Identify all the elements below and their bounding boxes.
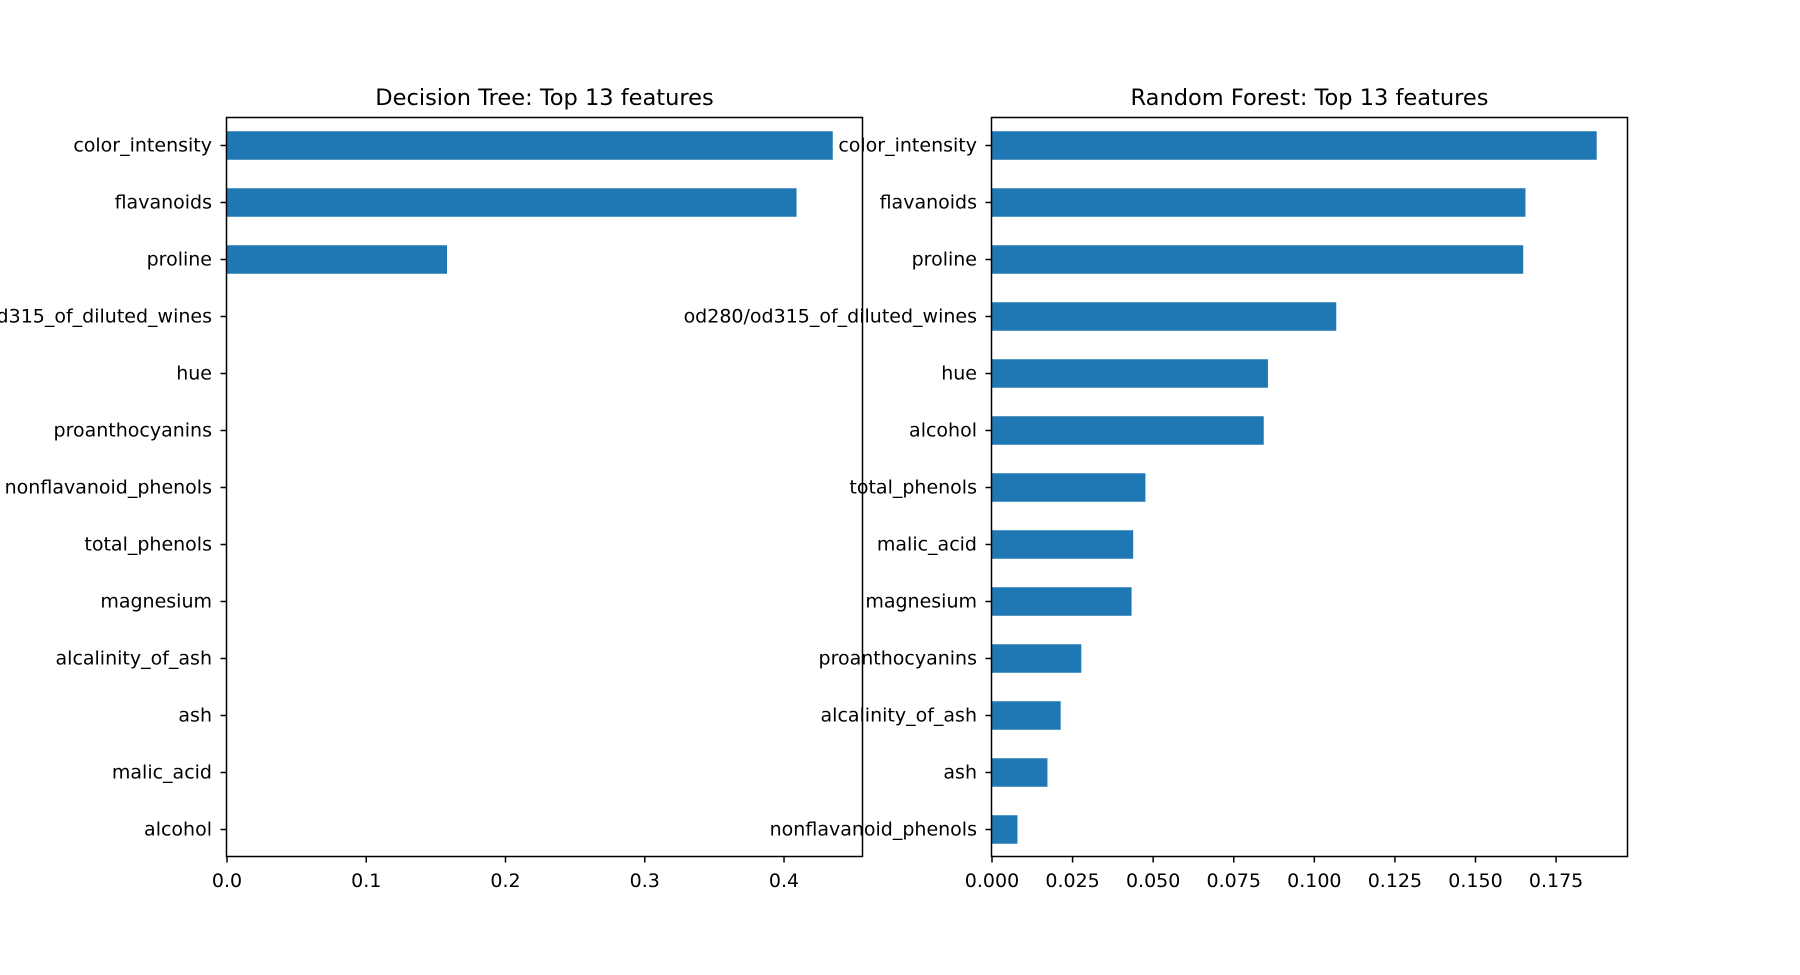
random-forest-xtick-label-5: 0.125 — [1368, 870, 1422, 892]
random-forest-bar-2 — [992, 245, 1524, 274]
random-forest-bar-11 — [992, 758, 1048, 787]
random-forest-xtick-label-1: 0.025 — [1045, 870, 1099, 892]
random-forest-bar-1 — [992, 188, 1526, 217]
random-forest-xtick-label-4: 0.100 — [1287, 870, 1341, 892]
decision-tree-bar-1 — [227, 188, 797, 217]
decision-tree-xtick-label-2: 0.2 — [490, 870, 520, 892]
decision-tree-ytick-label-7: total_phenols — [84, 534, 212, 556]
random-forest-bar-8 — [992, 587, 1132, 616]
random-forest-bars — [992, 131, 1597, 844]
decision-tree-ytick-label-9: alcalinity_of_ash — [56, 648, 212, 670]
random-forest-bar-6 — [992, 473, 1146, 502]
decision-tree-ytick-label-0: color_intensity — [73, 135, 212, 157]
random-forest-bar-10 — [992, 701, 1061, 730]
random-forest-axes-frame — [990, 116, 1629, 858]
random-forest-bar-12 — [992, 815, 1018, 844]
decision-tree-bars — [227, 131, 833, 274]
random-forest-bar-7 — [992, 530, 1134, 559]
decision-tree-ytick-label-2: proline — [147, 249, 212, 271]
decision-tree-xtick-label-4: 0.4 — [769, 870, 799, 892]
random-forest-ytick-label-3: od280/od315_of_diluted_wines — [684, 306, 977, 328]
decision-tree-ytick-label-1: flavanoids — [115, 192, 212, 214]
random-forest-xtick-label-2: 0.050 — [1126, 870, 1180, 892]
random-forest-bar-9 — [992, 644, 1082, 673]
decision-tree-ytick-label-6: nonflavanoid_phenols — [5, 477, 212, 499]
random-forest-xtick-label-3: 0.075 — [1207, 870, 1261, 892]
decision-tree-ytick-label-11: malic_acid — [112, 762, 212, 784]
decision-tree-xtick-label-1: 0.1 — [351, 870, 381, 892]
random-forest-xtick-label-6: 0.150 — [1448, 870, 1502, 892]
decision-tree-ytick-label-10: ash — [178, 705, 212, 727]
decision-tree-ytick-label-5: proanthocyanins — [54, 420, 212, 442]
random-forest-ytick-label-11: ash — [943, 762, 977, 784]
random-forest-ytick-label-2: proline — [912, 249, 977, 271]
decision-tree-x-axis: 0.0 0.1 0.2 0.3 0.4 — [212, 856, 799, 892]
random-forest-ytick-label-5: alcohol — [909, 420, 977, 442]
decision-tree-bar-0 — [227, 131, 833, 160]
random-forest-ytick-label-0: color_intensity — [838, 135, 977, 157]
random-forest-ytick-label-6: total_phenols — [849, 477, 977, 499]
decision-tree-ytick-label-12: alcohol — [144, 819, 212, 841]
random-forest-y-axis: color_intensity flavanoids proline od280/od… — [684, 135, 992, 841]
decision-tree-ytick-label-3: od280/od315_of_diluted_wines — [0, 306, 212, 328]
decision-tree-bar-2 — [227, 245, 448, 274]
decision-tree-title: Decision Tree: Top 13 features — [375, 85, 713, 111]
decision-tree-xtick-label-0: 0.0 — [212, 870, 242, 892]
random-forest-ytick-label-1: flavanoids — [880, 192, 977, 214]
random-forest-ytick-label-4: hue — [941, 363, 977, 385]
random-forest-ytick-label-8: magnesium — [865, 591, 977, 613]
random-forest-ytick-label-7: malic_acid — [877, 534, 977, 556]
decision-tree-y-axis: color_intensity flavanoids proline od280/od… — [0, 135, 227, 841]
random-forest-title: Random Forest: Top 13 features — [1131, 85, 1489, 111]
random-forest-xtick-label-7: 0.175 — [1529, 870, 1583, 892]
random-forest-xtick-label-0: 0.000 — [965, 870, 1019, 892]
random-forest-bar-4 — [992, 359, 1268, 388]
decision-tree-ytick-label-8: magnesium — [100, 591, 212, 613]
random-forest-bar-0 — [992, 131, 1597, 160]
random-forest-ytick-label-12: nonflavanoid_phenols — [770, 819, 977, 841]
random-forest-bar-3 — [992, 302, 1337, 331]
decision-tree-ytick-label-4: hue — [176, 363, 212, 385]
random-forest-x-axis: 0.000 0.025 0.050 0.075 0.100 0.125 0.150 0.175 — [965, 856, 1583, 892]
random-forest-ytick-label-10: alcalinity_of_ash — [821, 705, 977, 727]
decision-tree-axes-frame — [225, 116, 864, 858]
decision-tree-xtick-label-3: 0.3 — [630, 870, 660, 892]
decision-tree-chart: Decision Tree: Top 13 features color_int… — [0, 85, 864, 892]
random-forest-bar-5 — [992, 416, 1264, 445]
random-forest-chart: Random Forest: Top 13 features color_int… — [684, 85, 1629, 892]
random-forest-ytick-label-9: proanthocyanins — [819, 648, 977, 670]
